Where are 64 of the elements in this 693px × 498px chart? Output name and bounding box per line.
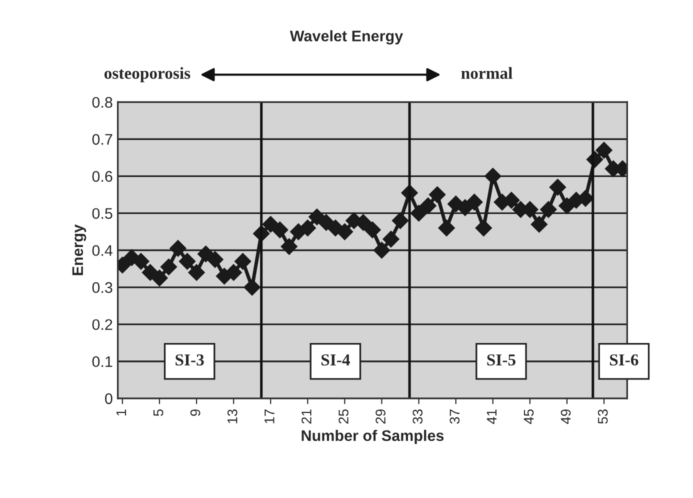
point bbox=[299, 220, 316, 236]
point bbox=[410, 204, 428, 222]
annotation: SI-4 bbox=[322, 354, 350, 366]
x-tick-label: 13 bbox=[227, 409, 238, 424]
point bbox=[484, 168, 502, 185]
annotation: SI-3 bbox=[176, 354, 204, 366]
y-tick-label: 0.5 bbox=[92, 208, 112, 219]
point bbox=[225, 264, 242, 281]
y-tick-label: 0 bbox=[105, 393, 112, 404]
x-tick-label: 41 bbox=[486, 409, 496, 424]
point bbox=[540, 201, 557, 218]
point bbox=[373, 242, 390, 259]
x-tick-label: 5 bbox=[154, 409, 164, 416]
point bbox=[188, 264, 205, 281]
point bbox=[272, 221, 288, 238]
point bbox=[428, 186, 446, 204]
point bbox=[151, 270, 168, 286]
point bbox=[336, 223, 354, 240]
point bbox=[392, 212, 409, 229]
point bbox=[308, 208, 326, 226]
point bbox=[206, 251, 224, 268]
point bbox=[170, 240, 186, 257]
point bbox=[280, 238, 298, 255]
point bbox=[160, 258, 178, 276]
x-tick-label: 9 bbox=[190, 409, 200, 416]
point bbox=[549, 178, 566, 196]
point bbox=[456, 199, 474, 216]
x-tick-label: 37 bbox=[450, 410, 460, 424]
point bbox=[438, 220, 455, 236]
x-tick-label: 33 bbox=[412, 409, 423, 424]
point bbox=[364, 221, 381, 238]
x-tick-label: 45 bbox=[524, 409, 534, 424]
x-axis-title: Number of Samples bbox=[302, 430, 444, 444]
y-tick-label: 0.2 bbox=[92, 319, 112, 330]
x-tick-label: 25 bbox=[338, 409, 348, 424]
point bbox=[244, 278, 260, 296]
y-tick-label: 0.8 bbox=[92, 96, 112, 108]
point bbox=[466, 194, 483, 210]
point bbox=[382, 230, 400, 248]
point bbox=[132, 252, 150, 270]
x-tick-label: 21 bbox=[302, 409, 312, 424]
x-tick-label: 17 bbox=[264, 410, 274, 424]
x-tick-label: 29 bbox=[376, 409, 386, 424]
text: normal bbox=[461, 67, 512, 79]
y-axis-title: Energy bbox=[72, 224, 86, 276]
annotation: SI-5 bbox=[487, 354, 516, 366]
x-tick-label: 49 bbox=[560, 409, 571, 424]
point bbox=[262, 216, 279, 233]
x-tick-label: 53 bbox=[598, 409, 608, 424]
y-tick-label: 0.6 bbox=[92, 171, 112, 182]
point bbox=[420, 197, 436, 214]
annotation: SI-6 bbox=[610, 354, 638, 366]
y-tick-label: 0.4 bbox=[92, 245, 113, 256]
y-tick-label: 0.7 bbox=[92, 134, 112, 145]
point bbox=[596, 142, 612, 159]
chart-title: Wavelet Energy bbox=[290, 30, 404, 45]
y-tick-label: 0.1 bbox=[92, 356, 112, 368]
x-tick-label: 1 bbox=[116, 409, 126, 416]
text: osteoporosis bbox=[104, 67, 190, 82]
point bbox=[475, 220, 492, 236]
point bbox=[178, 252, 196, 270]
point bbox=[234, 252, 252, 270]
y-tick-label: 0.3 bbox=[92, 282, 112, 293]
point bbox=[530, 216, 548, 233]
